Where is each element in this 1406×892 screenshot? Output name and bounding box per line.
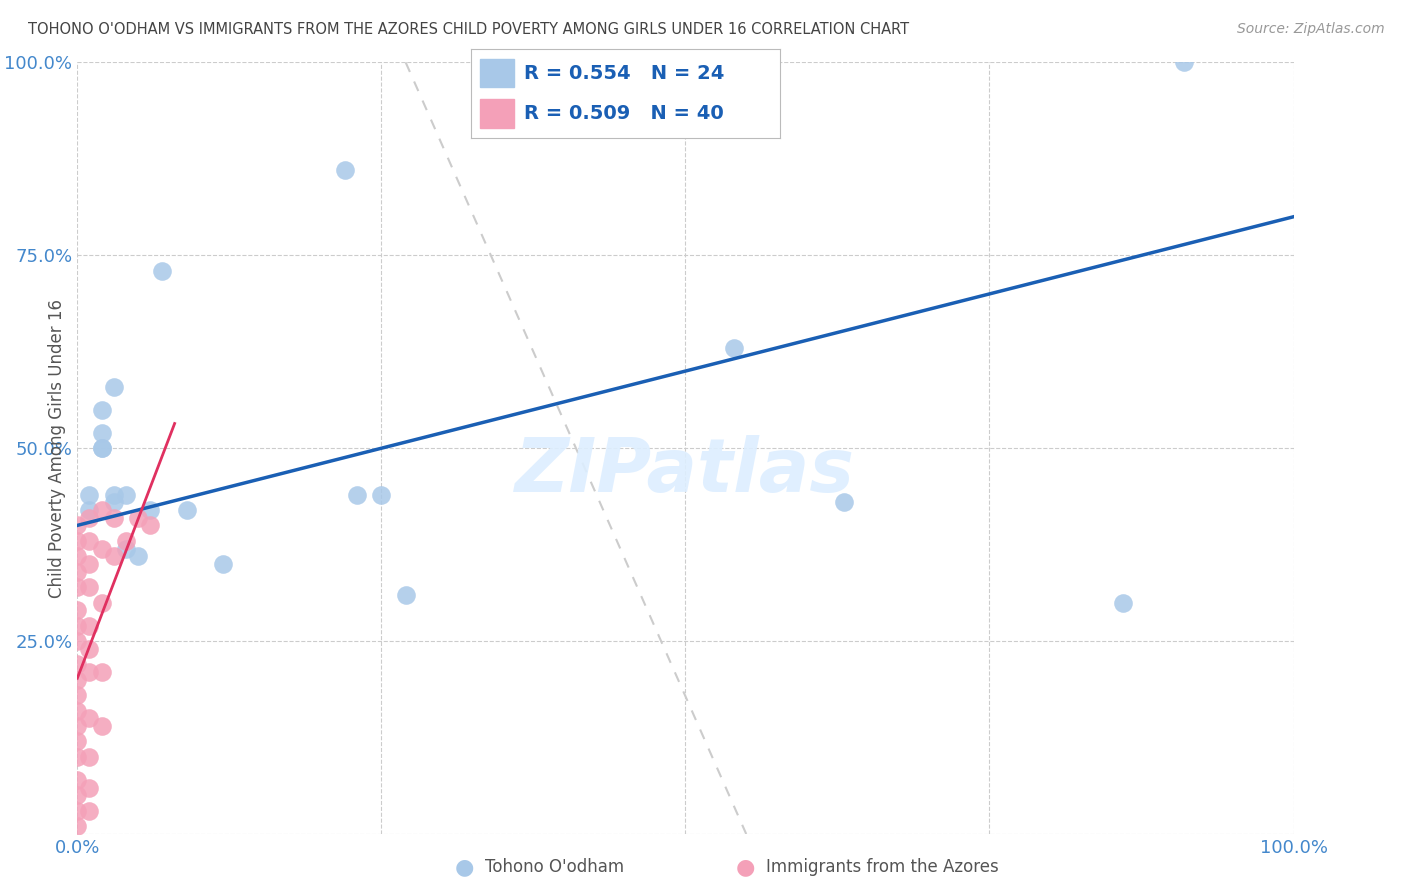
Text: Source: ZipAtlas.com: Source: ZipAtlas.com [1237, 22, 1385, 37]
Text: ZIPatlas: ZIPatlas [516, 435, 855, 508]
Point [66, 772, 89, 787]
Point [1112, 596, 1135, 610]
Point [79, 780, 101, 795]
Point [79, 665, 101, 679]
Point [346, 487, 368, 501]
Point [90, 425, 112, 440]
Point [66, 549, 89, 564]
Point [79, 510, 101, 524]
Text: ●: ● [454, 857, 474, 877]
Point [79, 557, 101, 571]
Point [66, 618, 89, 632]
Text: ●: ● [735, 857, 755, 877]
Point [90, 402, 112, 417]
Point [139, 518, 162, 533]
Point [115, 487, 138, 501]
Point [103, 510, 125, 524]
Point [79, 749, 101, 764]
Point [127, 549, 149, 564]
Point [66, 518, 89, 533]
Point [90, 596, 112, 610]
Point [176, 503, 198, 517]
Point [90, 441, 112, 455]
Point [103, 495, 125, 509]
Point [79, 804, 101, 818]
Point [103, 379, 125, 393]
Point [66, 603, 89, 617]
Point [66, 634, 89, 648]
Point [90, 441, 112, 455]
Text: Tohono O'odham: Tohono O'odham [485, 858, 624, 876]
Point [66, 657, 89, 672]
Point [66, 734, 89, 748]
Point [90, 719, 112, 733]
Point [832, 495, 855, 509]
Point [66, 804, 89, 818]
Text: TOHONO O'ODHAM VS IMMIGRANTS FROM THE AZORES CHILD POVERTY AMONG GIRLS UNDER 16 : TOHONO O'ODHAM VS IMMIGRANTS FROM THE AZ… [28, 22, 910, 37]
Point [79, 711, 101, 725]
Point [79, 580, 101, 594]
Text: R = 0.554   N = 24: R = 0.554 N = 24 [523, 63, 724, 83]
Point [139, 503, 162, 517]
Point [66, 749, 89, 764]
Point [212, 557, 235, 571]
Point [66, 580, 89, 594]
Point [79, 641, 101, 656]
Point [90, 503, 112, 517]
Point [333, 163, 356, 178]
Point [370, 487, 392, 501]
Point [66, 789, 89, 803]
Point [723, 341, 745, 355]
Text: R = 0.509   N = 40: R = 0.509 N = 40 [523, 103, 723, 123]
Point [90, 665, 112, 679]
Text: Immigrants from the Azores: Immigrants from the Azores [766, 858, 1000, 876]
Point [66, 688, 89, 702]
Bar [481, 59, 515, 87]
Point [66, 673, 89, 687]
Y-axis label: Child Poverty Among Girls Under 16: Child Poverty Among Girls Under 16 [48, 299, 66, 598]
Point [66, 533, 89, 548]
Point [66, 704, 89, 718]
Point [115, 541, 138, 556]
Point [79, 487, 101, 501]
Point [79, 503, 101, 517]
Point [79, 533, 101, 548]
Point [127, 510, 149, 524]
Point [66, 565, 89, 579]
Point [395, 588, 418, 602]
Point [79, 618, 101, 632]
Point [66, 719, 89, 733]
Point [90, 541, 112, 556]
Point [103, 487, 125, 501]
Point [66, 819, 89, 833]
Point [152, 264, 174, 278]
Point [115, 533, 138, 548]
Point [103, 549, 125, 564]
Bar [481, 99, 515, 128]
Point [1173, 55, 1195, 70]
